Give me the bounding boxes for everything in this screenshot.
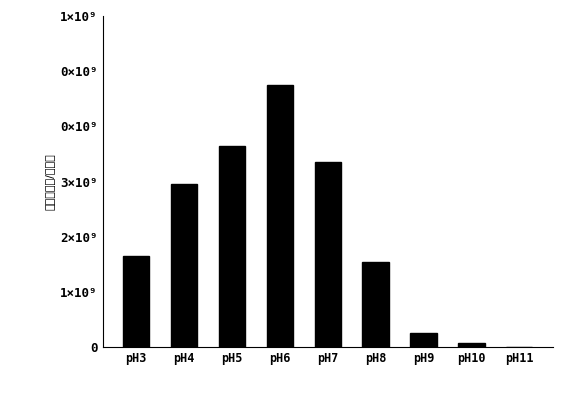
Bar [315, 162, 341, 347]
Bar [458, 343, 484, 347]
Bar [363, 262, 389, 347]
Bar [171, 184, 197, 347]
Y-axis label: 菌子量（个/平板）: 菌子量（个/平板） [44, 153, 55, 210]
Bar [267, 85, 293, 347]
Bar [410, 333, 437, 347]
Bar [219, 146, 245, 347]
Bar [123, 256, 149, 347]
